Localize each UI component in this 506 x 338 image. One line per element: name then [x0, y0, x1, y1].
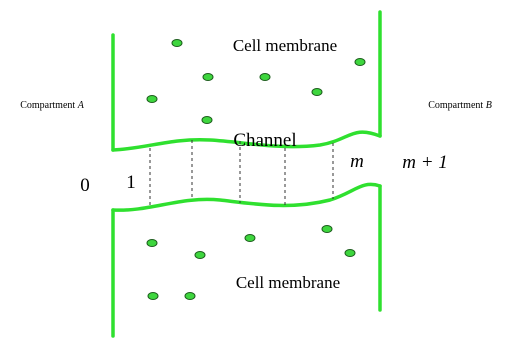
molecule — [245, 235, 255, 242]
molecule — [355, 59, 365, 66]
compartment-word: Compartment — [20, 100, 75, 111]
channel-bottom — [113, 184, 380, 210]
compartment-label: Compartment A — [20, 100, 85, 111]
section-label: m + 1 — [402, 152, 448, 173]
molecule — [312, 89, 322, 96]
molecule — [260, 74, 270, 81]
section-label: 1 — [126, 172, 136, 193]
compartment-word: Compartment — [428, 100, 483, 111]
molecule — [147, 240, 157, 247]
molecule — [147, 96, 157, 103]
molecule — [195, 252, 205, 259]
compartment-label: Compartment B — [428, 100, 492, 111]
membrane-label: Cell membrane — [233, 36, 337, 55]
molecule — [202, 117, 212, 124]
molecule — [148, 293, 158, 300]
section-label: 0 — [80, 175, 90, 196]
channel-label: Channel — [233, 130, 296, 151]
diagram: Cell membrane Cell membrane Channel Comp… — [0, 0, 506, 338]
compartment-name: B — [486, 100, 492, 111]
section-label: m — [350, 151, 364, 172]
compartment-name: A — [77, 100, 85, 111]
molecule — [172, 40, 182, 47]
molecule — [322, 226, 332, 233]
molecule — [203, 74, 213, 81]
molecules — [147, 40, 365, 300]
molecule — [345, 250, 355, 257]
molecule — [185, 293, 195, 300]
membrane-label: Cell membrane — [236, 273, 340, 292]
